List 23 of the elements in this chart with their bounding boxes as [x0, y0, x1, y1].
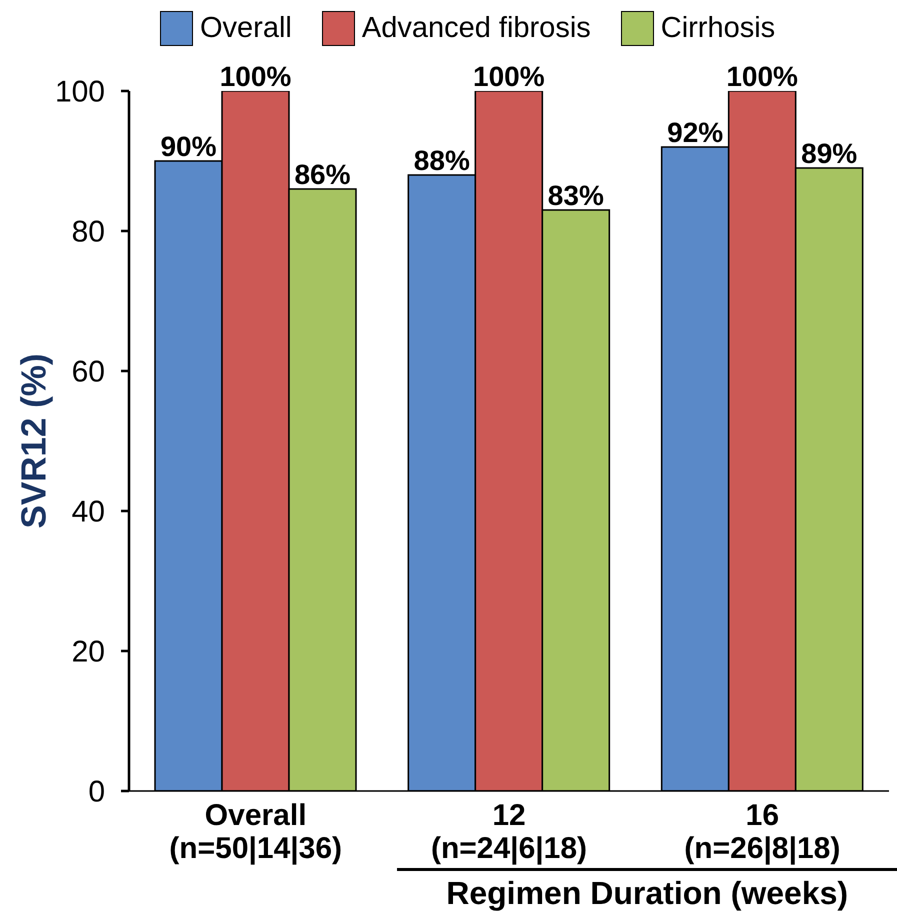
y-tick-label: 100	[54, 76, 105, 109]
data-label: 92%	[667, 117, 724, 148]
data-label: 100%	[220, 61, 292, 92]
data-label: 100%	[726, 61, 798, 92]
legend-label: Overall	[200, 12, 292, 45]
x-tick-label: Overall (n=50|14|36)	[169, 799, 342, 865]
y-tick-label: 0	[88, 776, 105, 809]
y-tick-label: 60	[72, 356, 105, 389]
y-tick-label: 20	[72, 636, 105, 669]
data-label: 88%	[414, 145, 470, 176]
y-axis-title: SVR12 (%)	[14, 353, 54, 529]
x-tick-label: 12 (n=24|6|18)	[430, 799, 588, 865]
data-label: 86%	[294, 159, 351, 190]
data-label: 89%	[801, 138, 858, 169]
y-tick-label: 40	[72, 496, 105, 529]
x-tick-label: 16 (n=26|8|18)	[684, 799, 840, 865]
text: Regimen Duration (weeks)	[445, 875, 850, 912]
data-label: 100%	[473, 61, 545, 92]
legend-label: Cirrhosis	[660, 12, 776, 45]
y-tick-label: 80	[72, 216, 105, 249]
data-label: 90%	[160, 131, 217, 162]
data-label: 83%	[548, 180, 604, 211]
legend-label: Advanced fibrosis	[362, 12, 591, 45]
